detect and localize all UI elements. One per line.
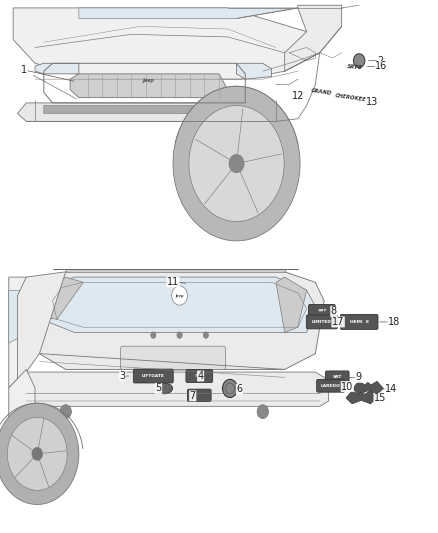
Text: Jeep: Jeep — [143, 78, 155, 83]
Polygon shape — [9, 277, 26, 388]
Polygon shape — [237, 63, 272, 79]
Circle shape — [173, 86, 300, 241]
Text: 18: 18 — [388, 317, 400, 327]
Polygon shape — [18, 272, 66, 380]
Polygon shape — [13, 8, 320, 79]
Text: 17: 17 — [332, 317, 344, 327]
Text: 15: 15 — [374, 393, 386, 403]
FancyBboxPatch shape — [317, 379, 345, 392]
Text: SRT8: SRT8 — [347, 64, 363, 70]
Text: 6: 6 — [237, 384, 243, 394]
Polygon shape — [276, 277, 307, 333]
Text: 5: 5 — [155, 383, 162, 393]
Circle shape — [151, 332, 156, 338]
Circle shape — [172, 286, 187, 305]
Text: SRT: SRT — [194, 374, 204, 378]
Text: 1: 1 — [21, 65, 27, 75]
FancyBboxPatch shape — [307, 315, 337, 329]
Circle shape — [189, 106, 284, 222]
Circle shape — [60, 405, 71, 418]
Polygon shape — [44, 277, 315, 333]
Text: 2: 2 — [377, 55, 383, 66]
FancyBboxPatch shape — [187, 389, 211, 401]
Text: Jeep: Jeep — [175, 294, 184, 297]
Circle shape — [353, 54, 365, 68]
Text: 9: 9 — [355, 373, 361, 382]
FancyBboxPatch shape — [120, 346, 226, 369]
Text: LAREDO: LAREDO — [321, 384, 341, 388]
Text: 12: 12 — [292, 91, 304, 101]
Polygon shape — [18, 103, 276, 122]
FancyBboxPatch shape — [325, 371, 349, 384]
Circle shape — [32, 447, 42, 461]
Polygon shape — [9, 369, 39, 472]
Circle shape — [0, 403, 79, 504]
Polygon shape — [35, 272, 324, 369]
FancyBboxPatch shape — [133, 369, 173, 383]
Circle shape — [223, 379, 237, 398]
Text: 10: 10 — [341, 382, 353, 392]
FancyBboxPatch shape — [186, 369, 213, 382]
Polygon shape — [79, 8, 298, 19]
Text: SRT: SRT — [317, 309, 327, 313]
Polygon shape — [285, 5, 342, 71]
Polygon shape — [70, 74, 228, 98]
Text: 3: 3 — [120, 371, 126, 381]
Circle shape — [7, 417, 67, 490]
Text: CHEROKEE: CHEROKEE — [334, 93, 367, 102]
Polygon shape — [35, 63, 79, 74]
Text: LIMITED: LIMITED — [312, 320, 332, 324]
FancyBboxPatch shape — [340, 314, 378, 329]
Polygon shape — [39, 277, 83, 319]
Text: 7: 7 — [190, 391, 196, 401]
Text: GRAND: GRAND — [311, 88, 333, 96]
Text: Jeep: Jeep — [20, 68, 28, 72]
Circle shape — [229, 155, 244, 173]
Polygon shape — [44, 106, 254, 114]
Polygon shape — [66, 269, 285, 272]
Text: HEMI  X: HEMI X — [350, 320, 369, 324]
Text: 13: 13 — [366, 96, 378, 107]
FancyBboxPatch shape — [308, 304, 336, 318]
Polygon shape — [9, 290, 24, 343]
Circle shape — [257, 405, 268, 418]
Text: 8: 8 — [331, 306, 337, 317]
Circle shape — [203, 332, 208, 338]
Text: LIFTGATE: LIFTGATE — [142, 374, 165, 378]
Polygon shape — [353, 382, 383, 394]
Text: 11: 11 — [167, 277, 179, 287]
Text: SRT: SRT — [332, 375, 342, 379]
Polygon shape — [346, 391, 377, 404]
Circle shape — [177, 332, 182, 338]
Ellipse shape — [156, 383, 173, 394]
Text: 16: 16 — [375, 61, 387, 71]
Polygon shape — [18, 372, 328, 406]
Text: 4: 4 — [198, 371, 204, 381]
Text: 14: 14 — [385, 384, 397, 394]
